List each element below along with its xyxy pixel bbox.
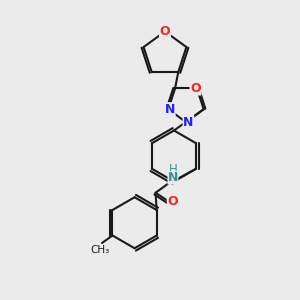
Text: N: N: [183, 116, 194, 129]
Text: O: O: [167, 195, 178, 208]
Text: CH₃: CH₃: [90, 244, 109, 254]
Text: O: O: [160, 25, 170, 38]
Text: H: H: [169, 163, 178, 176]
Text: O: O: [190, 82, 201, 95]
Text: N: N: [165, 103, 175, 116]
Text: N: N: [168, 171, 178, 184]
